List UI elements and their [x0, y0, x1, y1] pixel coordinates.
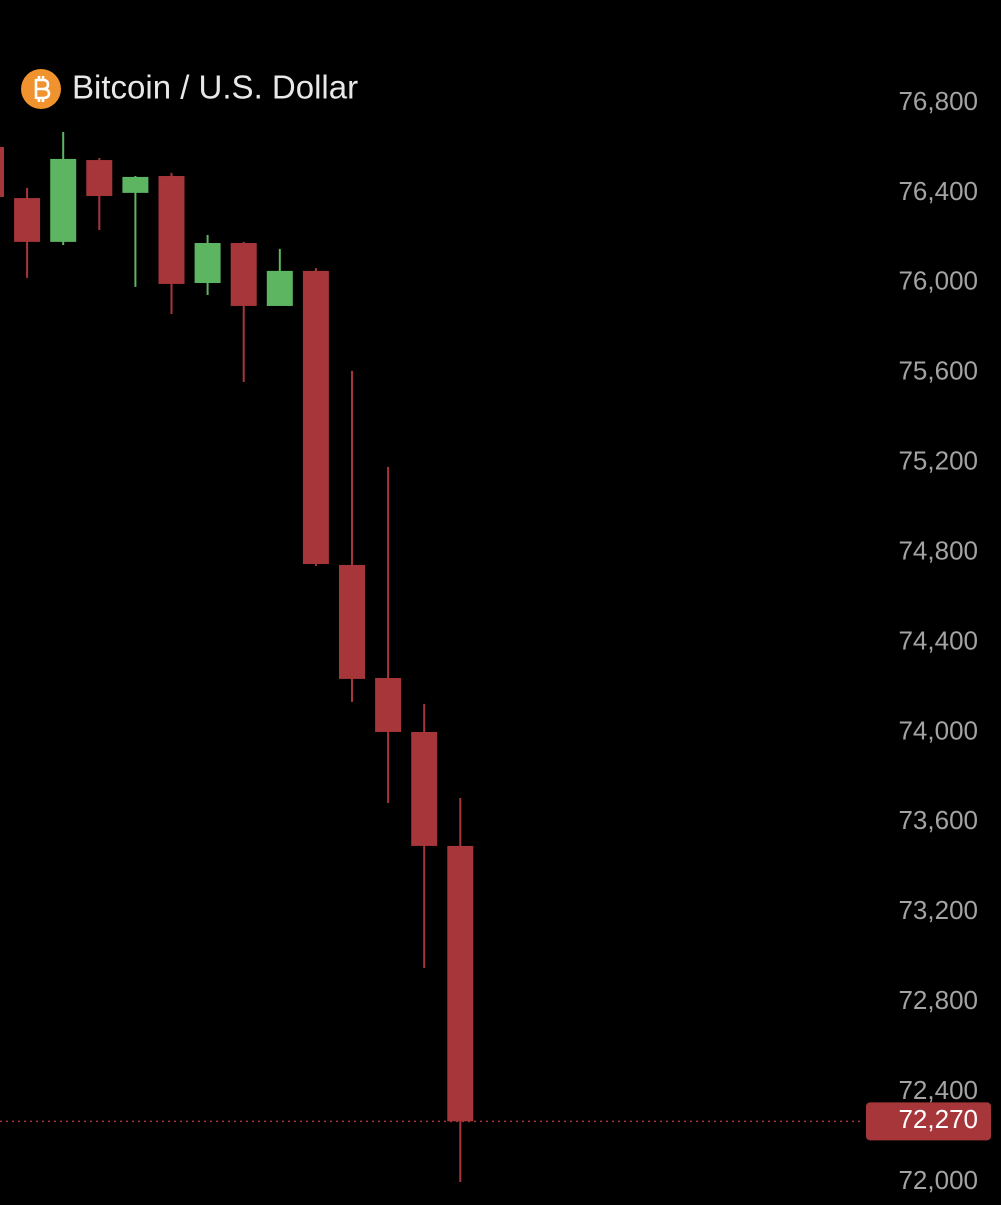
- y-tick-label: 75,200: [898, 446, 978, 476]
- candle-body: [0, 147, 4, 197]
- y-tick-label: 74,400: [898, 625, 978, 655]
- y-tick-label: 76,400: [898, 176, 978, 206]
- y-tick-label: 72,400: [898, 1075, 978, 1105]
- last-price-box: [866, 1102, 991, 1141]
- y-tick-label: 73,600: [898, 805, 978, 835]
- candle-body: [447, 845, 474, 1122]
- y-tick-label: 74,000: [898, 715, 978, 745]
- candle-body: [194, 243, 221, 284]
- y-tick-label: 76,000: [898, 266, 978, 296]
- candle-body: [86, 160, 113, 197]
- y-tick-label: 73,200: [898, 895, 978, 925]
- y-tick-label: 76,800: [898, 86, 978, 116]
- candle-body: [230, 243, 257, 306]
- coin-glyph: [34, 76, 51, 102]
- last-price-label: 72,270: [898, 1104, 978, 1134]
- coin-icon: [21, 69, 61, 109]
- candle-body: [14, 198, 41, 242]
- candle-body: [50, 158, 77, 242]
- y-tick-label: 74,800: [898, 535, 978, 565]
- candle-body: [411, 731, 438, 846]
- y-tick-label: 75,600: [898, 356, 978, 386]
- candle-body: [122, 176, 149, 193]
- candle-body: [339, 564, 365, 679]
- candle-body: [158, 176, 185, 284]
- candle-body: [375, 678, 402, 732]
- candle-body: [266, 270, 293, 306]
- chart-title: Bitcoin / U.S. Dollar: [72, 69, 358, 106]
- candle-body: [302, 270, 329, 565]
- y-tick-label: 72,800: [898, 985, 978, 1015]
- y-tick-label: 72,000: [898, 1165, 978, 1195]
